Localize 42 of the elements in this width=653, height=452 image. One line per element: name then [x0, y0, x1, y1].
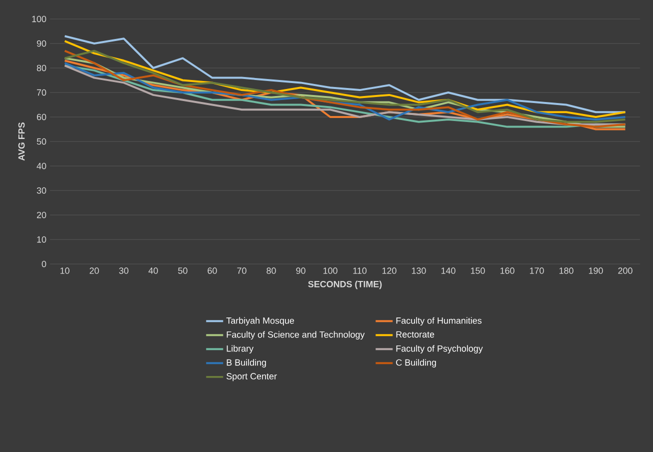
y-tick-label: 60 [36, 114, 46, 120]
y-axis-title: AVG FPS [18, 122, 25, 161]
x-tick-label: 120 [382, 268, 396, 274]
x-tick-label: 90 [296, 268, 306, 274]
x-tick-label: 10 [60, 268, 70, 274]
x-tick-label: 60 [208, 268, 217, 274]
x-tick-label: 130 [412, 268, 426, 274]
y-tick-label: 90 [36, 40, 46, 47]
y-tick-label: 100 [32, 16, 46, 22]
y-tick-label: 30 [36, 187, 46, 194]
y-tick-label: 40 [36, 162, 46, 170]
x-tick-label: 70 [237, 268, 246, 274]
y-tick-label: 10 [37, 236, 46, 243]
x-tick-label: 180 [559, 268, 574, 274]
legend-label: Library [226, 345, 254, 354]
legend-label: Faculty of Science and Technology [226, 331, 365, 340]
x-tick-label: 110 [353, 268, 367, 274]
x-tick-label: 100 [323, 268, 338, 274]
legend-label: Faculty of Humanities [396, 317, 482, 326]
y-tick-label: 70 [36, 89, 46, 96]
legend-label: Faculty of Psychology [396, 345, 483, 354]
x-tick-label: 200 [618, 268, 632, 274]
x-tick-label: 40 [148, 268, 158, 274]
x-tick-label: 30 [119, 268, 128, 274]
x-axis-title: SECONDS (TIME) [308, 280, 382, 290]
y-tick-label: 20 [36, 212, 46, 218]
legend-label: C Building [396, 359, 436, 368]
x-tick-label: 170 [530, 268, 544, 274]
x-tick-label: 160 [500, 268, 514, 274]
x-tick-label: 190 [588, 268, 603, 274]
x-tick-label: 80 [266, 268, 276, 274]
y-tick-label: 50 [36, 138, 46, 145]
y-tick-label: 80 [36, 64, 46, 72]
legend-label: Tarbiyah Mosque [226, 317, 294, 326]
y-tick-label: 0 [42, 260, 46, 268]
x-tick-label: 20 [90, 268, 99, 274]
legend-label: Sport Center [226, 373, 277, 382]
x-tick-label: 140 [441, 268, 456, 274]
x-tick-label: 150 [470, 268, 485, 274]
legend-label: Rectorate [396, 331, 434, 338]
legend-label: B Building [226, 359, 266, 368]
x-tick-label: 50 [178, 268, 188, 274]
